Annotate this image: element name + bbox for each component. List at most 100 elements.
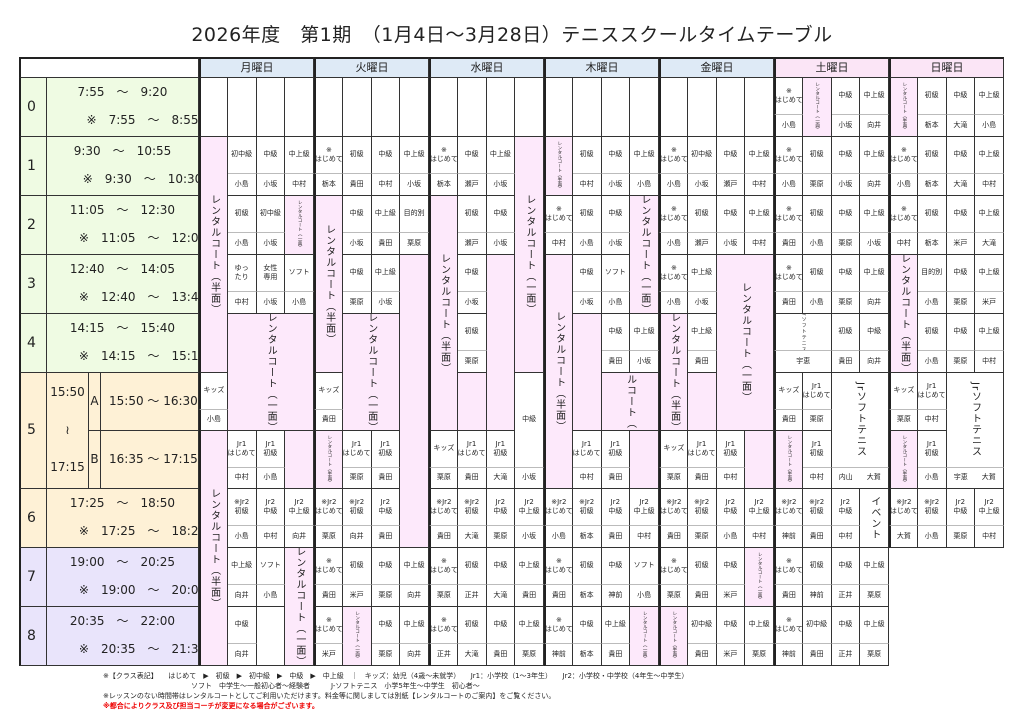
lesson-coach: 小坂 — [486, 233, 516, 255]
lesson-coach: 向井 — [285, 526, 314, 548]
lesson-class: 目的別 — [917, 255, 947, 292]
day-header: 木曜日 — [544, 57, 659, 78]
lesson-coach: 中村 — [716, 468, 746, 489]
lesson-coach: 貴田 — [601, 526, 631, 548]
lesson-class: ※Jr2 初級 — [917, 489, 947, 526]
lesson-class: ゆっ たり — [227, 255, 257, 292]
rental-court-label: レンタルコート（半面） — [671, 611, 677, 661]
class-name: 中級 — [378, 150, 393, 159]
class-name: はじめて — [687, 449, 716, 457]
empty-slot — [314, 78, 343, 137]
lesson-class: 中級 — [716, 607, 746, 644]
period-number: 5 — [19, 373, 47, 489]
rental-court-label: レンタルコート（半面） — [208, 194, 220, 315]
class-name: 中級 — [263, 507, 278, 515]
lesson-coach: 栃本 — [917, 233, 947, 255]
start-time: 15:50 — [50, 385, 85, 399]
lesson-class: 中級 — [831, 255, 861, 292]
lesson-class: 中上級 — [630, 314, 659, 351]
lesson-coach: 栗原 — [745, 644, 774, 666]
lesson-coach: 中村 — [975, 526, 1004, 548]
class-name: Jr1 — [811, 439, 822, 448]
class-name: 初級 — [608, 449, 623, 457]
lesson-coach: 小島 — [199, 410, 228, 431]
time-range: 11:05 〜 12:30 — [69, 203, 176, 218]
day-header: 日曜日 — [889, 57, 1004, 78]
rental-court — [572, 314, 602, 431]
class-name: キッズ — [433, 444, 455, 453]
class-name: 中級 — [522, 415, 537, 424]
rental-court-label: レンタルコート（半面） — [553, 311, 565, 432]
class-name: 中級 — [579, 268, 594, 277]
class-name: はじめて — [342, 449, 371, 457]
short-time-range: ※ 7:55 〜 8:55 — [86, 113, 199, 127]
class-name: Jr1 — [811, 381, 822, 390]
lesson-class: 中上級 — [601, 607, 631, 644]
class-name: ※ — [785, 145, 792, 154]
rental-court: レンタルコート（半面） — [659, 314, 688, 431]
lesson-coach: 中村 — [745, 233, 774, 255]
class-name: 初級 — [579, 209, 594, 218]
lesson-coach: 中村 — [572, 174, 602, 196]
class-name: 中級 — [378, 507, 393, 515]
class-name: 中上級 — [978, 507, 1000, 515]
lesson-class: ※ はじめて — [314, 548, 343, 585]
lesson-class: 初級 — [227, 196, 257, 233]
class-name: 初級 — [464, 507, 479, 515]
class-name: ※ — [670, 556, 677, 565]
lesson-coach: 貴田 — [371, 468, 401, 489]
lesson-coach: 貴田 — [774, 585, 803, 607]
lesson-class: 中上級 — [371, 255, 401, 292]
lesson-class: Jr1 はじめて — [802, 373, 832, 410]
lesson-coach: 小島 — [917, 292, 947, 314]
session-b-time: 16:35 〜 17:15 — [109, 451, 198, 466]
class-name: Jrソフトテニス — [800, 314, 807, 351]
rental-court: レンタルコート（半面） — [889, 78, 918, 137]
empty-slot — [515, 78, 544, 137]
lesson-class: 中級 — [342, 255, 372, 292]
class-name: はじめて — [774, 96, 803, 104]
lesson-class: ※Jr2 はじめて — [659, 489, 688, 526]
class-name: 中上級 — [863, 620, 885, 629]
lesson-class: Jr2 中級 — [716, 489, 746, 526]
rental-court-label: レンタルコート（一面） — [293, 548, 305, 666]
rental-court-label: レンタルコート（一面） — [739, 282, 751, 403]
class-name: 中上級 — [691, 327, 713, 336]
lesson-class: 中級 — [601, 548, 631, 585]
lesson-class: 中上級 — [400, 137, 429, 174]
lesson-coach: 小坂 — [831, 115, 861, 137]
class-name: 中上級 — [691, 268, 713, 277]
lesson-class: 中級 — [946, 137, 976, 174]
class-name: 中級 — [723, 561, 738, 570]
class-name: 専用 — [263, 273, 278, 281]
lesson-coach: 小島 — [630, 174, 659, 196]
class-name: Jr2 — [754, 497, 764, 506]
time-range: 19:00 〜 20:25 — [69, 555, 176, 570]
lesson-coach: 小坂 — [256, 292, 286, 314]
short-time-range: ※ 9:30 〜 10:30 — [82, 172, 199, 186]
period-number: 2 — [19, 196, 47, 255]
lesson-class: 中級 — [572, 607, 602, 644]
class-name: 初中級 — [806, 620, 828, 629]
class-name: 中上級 — [518, 620, 540, 629]
rental-court-label: レンタルコート（一面） — [623, 373, 637, 430]
class-name: 中上級 — [288, 507, 310, 515]
lesson-class: 中上級 — [515, 607, 544, 644]
lesson-coach: 小島 — [630, 585, 659, 607]
class-name: 中上級 — [748, 620, 770, 629]
lesson-class: Jr1 はじめて — [227, 431, 257, 468]
lesson-coach: 貴田 — [314, 585, 343, 607]
class-name: 初級 — [464, 209, 479, 218]
lesson-class: 中級 — [716, 196, 746, 233]
class-name: 中上級 — [978, 209, 1000, 218]
period-number: 4 — [19, 314, 47, 373]
period-time: 14:15 〜 15:40 ※ 14:15 〜 15:15 — [47, 314, 199, 373]
class-name: 初級 — [349, 150, 364, 159]
lesson-class: 中級 — [256, 137, 286, 174]
empty-slot — [745, 78, 774, 137]
class-name: 中級 — [953, 209, 968, 218]
class-name: 中級 — [493, 620, 508, 629]
lesson-class: 中上級 — [400, 548, 429, 585]
rental-court: レンタルコート（一面） — [342, 314, 401, 431]
class-name: 中級 — [579, 620, 594, 629]
